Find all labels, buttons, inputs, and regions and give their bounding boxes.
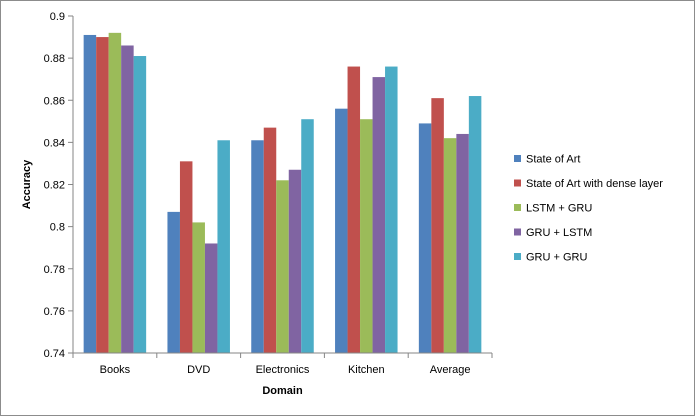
- x-tick-label: Electronics: [256, 364, 310, 376]
- bar: [217, 140, 230, 353]
- bar: [204, 243, 218, 353]
- legend-swatch: [514, 179, 521, 187]
- bar: [443, 138, 457, 353]
- x-tick-label: Books: [100, 364, 131, 376]
- bar: [251, 140, 264, 353]
- y-tick-label: 0.8: [50, 222, 65, 234]
- bar: [468, 96, 482, 353]
- y-axis-title: Accuracy: [21, 159, 33, 209]
- legend-swatch: [514, 228, 521, 236]
- bar: [301, 119, 314, 353]
- bar: [335, 108, 348, 353]
- legend-label: State of Art with dense layer: [526, 178, 663, 190]
- bar: [288, 169, 302, 353]
- x-tick-label: Kitchen: [348, 364, 385, 376]
- legend-swatch: [514, 253, 521, 260]
- bar: [372, 77, 386, 354]
- bar: [385, 66, 398, 354]
- x-tick-label: Average: [430, 364, 471, 376]
- legend-label: GRU + LSTM: [526, 227, 592, 239]
- bar: [263, 127, 277, 353]
- bar: [167, 211, 180, 353]
- y-tick-label: 0.76: [44, 306, 65, 318]
- y-tick-label: 0.82: [44, 180, 65, 192]
- legend-swatch: [514, 204, 521, 211]
- legend-label: GRU + GRU: [526, 252, 587, 264]
- bar: [431, 98, 444, 353]
- bar: [456, 133, 469, 353]
- legend: State of Art State of Art with dense laye…: [514, 154, 663, 264]
- bar: [121, 45, 134, 354]
- bar: [192, 222, 205, 353]
- y-tick-label: 0.74: [44, 348, 65, 360]
- y-tick-label: 0.86: [44, 95, 65, 107]
- bar: [418, 123, 432, 353]
- bar: [108, 32, 122, 353]
- y-tick-label: 0.88: [44, 53, 65, 65]
- x-tick-label: DVD: [187, 364, 210, 376]
- bar: [133, 56, 147, 354]
- y-axis-ticks: 0.74 0.76 0.78 0.8 0.82 0.84 0.86 0.88 0.9: [44, 11, 73, 360]
- x-axis-title: Domain: [262, 385, 303, 397]
- bar: [276, 180, 289, 353]
- bar: [179, 161, 193, 353]
- y-tick-label: 0.9: [50, 11, 65, 23]
- bar: [347, 66, 361, 354]
- y-tick-label: 0.78: [44, 264, 65, 276]
- x-axis-ticks: Books DVD Electronics Kitchen Average: [72, 353, 493, 376]
- y-tick-label: 0.84: [44, 137, 65, 149]
- legend-swatch: [514, 155, 521, 162]
- bars-layer: [83, 32, 482, 354]
- legend-label: State of Art: [526, 154, 580, 166]
- bar: [360, 119, 373, 353]
- bar: [96, 37, 109, 353]
- legend-label: LSTM + GRU: [526, 203, 592, 215]
- bar: [83, 34, 97, 354]
